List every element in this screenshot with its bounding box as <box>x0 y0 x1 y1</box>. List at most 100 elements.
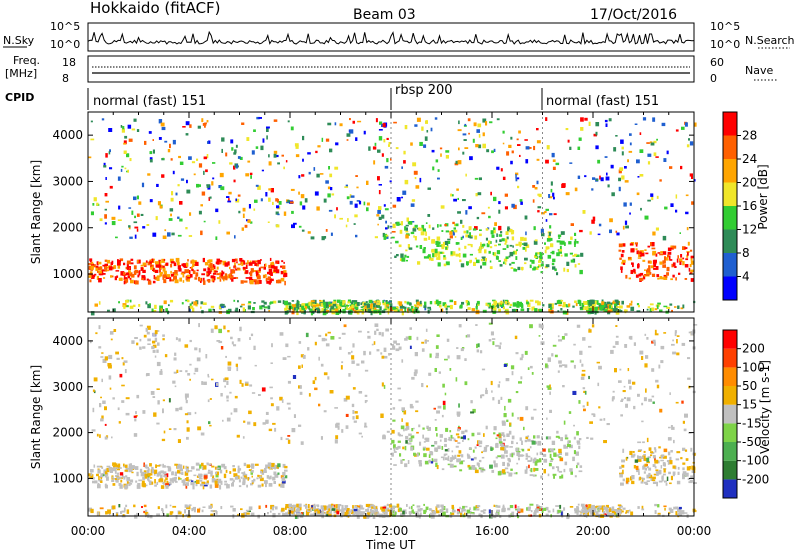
power-cell <box>453 227 456 230</box>
power-cell <box>377 309 380 314</box>
velocity-cell <box>202 466 204 471</box>
power-cell <box>266 127 269 132</box>
velocity-cell <box>567 440 570 446</box>
power-cell <box>419 177 422 183</box>
power-cell <box>405 259 408 262</box>
colorbar-tick-label: 4 <box>742 270 750 284</box>
velocity-cell <box>579 465 583 468</box>
power-cell <box>179 218 183 222</box>
velocity-cell <box>624 397 626 399</box>
power-cell <box>182 126 186 128</box>
velocity-cell <box>160 474 163 479</box>
power-cell <box>544 242 546 245</box>
power-cell <box>534 308 538 312</box>
power-cell <box>568 241 572 245</box>
velocity-cell <box>178 511 182 515</box>
velocity-cell <box>633 342 636 346</box>
velocity-cell <box>530 416 534 420</box>
power-cell <box>218 220 221 224</box>
velocity-cell <box>605 514 609 517</box>
velocity-cell <box>153 412 157 417</box>
velocity-cell <box>558 360 562 364</box>
power-cell <box>662 260 665 264</box>
velocity-cell <box>515 447 519 452</box>
velocity-cell <box>497 384 500 388</box>
power-cell <box>477 192 482 196</box>
power-cell <box>268 154 270 158</box>
power-cell <box>170 263 173 268</box>
velocity-cell <box>281 507 285 512</box>
power-cell <box>346 196 350 200</box>
power-cell <box>435 159 439 163</box>
velocity-cell <box>415 410 419 413</box>
velocity-cell <box>646 337 649 340</box>
velocity-cell <box>423 509 426 514</box>
power-cell <box>216 277 221 280</box>
power-cell <box>134 269 139 274</box>
power-cell <box>168 218 173 221</box>
velocity-cell <box>347 352 351 355</box>
power-cell <box>577 299 581 303</box>
velocity-cell <box>472 408 476 413</box>
velocity-cell <box>385 508 389 511</box>
power-cell <box>224 262 229 267</box>
power-cell <box>328 209 333 212</box>
power-cell <box>569 252 573 255</box>
power-cell <box>588 304 591 308</box>
velocity-cell <box>141 480 145 484</box>
velocity-cell <box>547 357 551 362</box>
power-cell <box>656 195 659 199</box>
power-cell <box>693 179 696 182</box>
velocity-cell <box>444 453 448 456</box>
power-cell <box>120 271 125 276</box>
velocity-cell <box>467 438 470 441</box>
velocity-cell <box>430 461 434 464</box>
power-cell <box>316 304 320 307</box>
power-cell <box>609 302 613 307</box>
power-cell <box>564 311 568 315</box>
velocity-cell <box>245 509 250 512</box>
velocity-cell <box>97 512 100 517</box>
power-cell <box>609 229 612 234</box>
power-cell <box>594 306 598 311</box>
power-cell <box>317 145 321 148</box>
velocity-cell <box>564 437 569 440</box>
power-cell <box>356 200 360 202</box>
power-cell <box>336 299 341 303</box>
velocity-cell <box>369 351 372 355</box>
velocity-cell <box>406 504 408 507</box>
power-cell <box>123 304 126 308</box>
velocity-cell <box>404 445 407 451</box>
power-cell <box>550 188 553 193</box>
velocity-cell <box>504 445 509 448</box>
velocity-cell <box>563 420 566 425</box>
power-cell <box>382 232 385 238</box>
velocity-cell <box>423 503 425 506</box>
power-cell <box>165 262 169 266</box>
power-cell <box>182 280 185 283</box>
power-cell <box>339 217 343 220</box>
power-cell <box>126 170 129 173</box>
power-cell <box>419 245 423 249</box>
freq-panel <box>87 55 695 83</box>
velocity-cell <box>434 368 437 372</box>
x-tick-label: 12:00 <box>374 524 409 538</box>
power-cell <box>256 116 260 120</box>
velocity-cell <box>545 436 549 440</box>
velocity-cell <box>318 334 322 337</box>
velocity-cell <box>654 466 657 469</box>
velocity-cell <box>557 509 562 513</box>
power-cell <box>545 247 549 250</box>
velocity-cell <box>402 459 405 461</box>
velocity-cell <box>451 509 456 513</box>
velocity-cell <box>654 333 659 336</box>
velocity-cell <box>425 437 430 442</box>
power-cell <box>537 210 540 213</box>
velocity-cell <box>318 356 320 361</box>
velocity-cell <box>435 352 439 357</box>
velocity-cell <box>559 504 562 509</box>
velocity-cell <box>164 354 168 358</box>
velocity-cell <box>287 435 291 437</box>
velocity-cell <box>459 460 464 465</box>
